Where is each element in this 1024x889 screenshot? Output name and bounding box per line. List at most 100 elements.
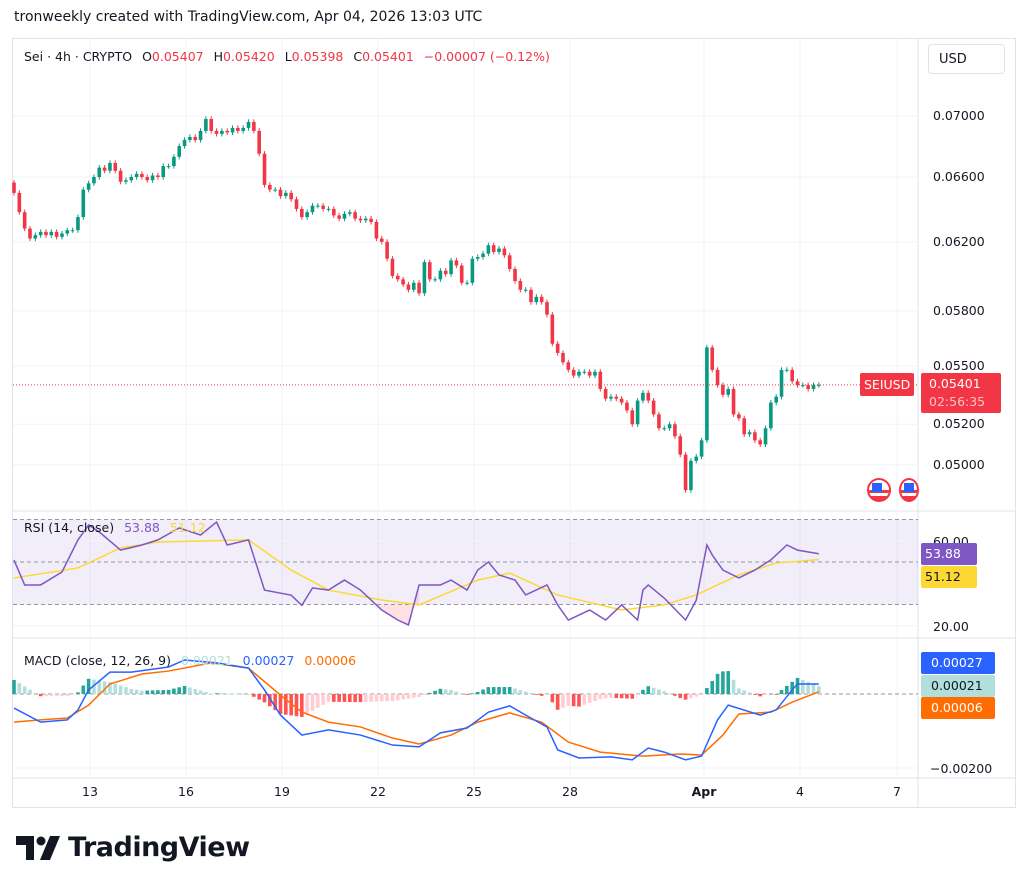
- tradingview-logo[interactable]: TradingView: [16, 832, 250, 863]
- candle-body: [257, 130, 261, 154]
- macd-histogram-bar: [582, 694, 587, 705]
- macd-histogram-bar: [817, 686, 821, 694]
- candle-body: [241, 127, 245, 131]
- candle-body: [774, 396, 778, 403]
- last-price: 0.05401: [929, 376, 981, 391]
- macd-histogram-bar: [241, 693, 245, 695]
- low-value: 0.05398: [291, 49, 344, 64]
- macd-signal-line: [13, 662, 820, 757]
- candle-body: [785, 369, 789, 371]
- macd-histogram-bar: [625, 694, 629, 699]
- macd-histogram-bar: [118, 685, 123, 694]
- macd-line-value: 0.00027: [242, 653, 295, 668]
- macd-histogram-bar: [156, 690, 160, 694]
- macd-histogram-bar: [454, 691, 459, 694]
- macd-histogram-bar: [92, 679, 96, 694]
- macd-histogram-bar: [593, 694, 597, 702]
- candle-body: [342, 213, 347, 219]
- symbol-legend: Sei · 4h · CRYPTO O0.05407 H0.05420 L0.0…: [24, 49, 556, 64]
- symbol-price-tag: SEIUSD: [860, 373, 915, 396]
- macd-histogram-bar: [379, 694, 384, 702]
- candle-body: [326, 208, 331, 210]
- macd-histogram-bar: [204, 691, 208, 694]
- macd-histogram-bar: [140, 690, 144, 694]
- candle-body: [614, 396, 619, 399]
- macd-histogram-bar: [609, 694, 613, 698]
- macd-histogram-bar: [150, 690, 155, 694]
- candle-body: [321, 205, 325, 209]
- candle-body: [523, 289, 528, 291]
- candle-body: [129, 177, 134, 181]
- macd-histogram-bar: [321, 694, 325, 705]
- macd-histogram-bar: [715, 673, 720, 694]
- macd-histogram-bar: [561, 694, 565, 708]
- rsi-oversold-fill: [376, 584, 420, 625]
- macd-histogram-bar: [28, 689, 32, 694]
- macd-histogram-bar: [76, 692, 80, 694]
- candle-body: [475, 257, 480, 259]
- macd-histogram-bar: [774, 694, 778, 695]
- macd-histogram-bar: [342, 694, 347, 702]
- macd-histogram-bar: [236, 693, 240, 695]
- macd-histogram-bar: [129, 688, 134, 694]
- candle-body: [411, 282, 416, 290]
- candle-body: [214, 130, 219, 134]
- macd-histogram-bar: [177, 687, 182, 694]
- macd-histogram-bar: [619, 694, 624, 699]
- macd-histogram-bar: [347, 694, 352, 703]
- price-axis-label: 0.07000: [933, 108, 985, 123]
- candle-body: [731, 388, 736, 415]
- rsi-ma-tag: 51.12: [921, 566, 977, 588]
- candle-body: [582, 371, 587, 373]
- candle-body: [550, 314, 555, 344]
- macd-histogram-bar: [294, 694, 299, 717]
- candle-body: [33, 235, 38, 239]
- candle-body: [545, 302, 549, 315]
- macd-histogram-bar: [198, 690, 203, 694]
- macd-histogram-bar: [353, 694, 357, 703]
- macd-title: MACD (close, 12, 26, 9): [24, 653, 171, 668]
- macd-histogram-bar: [401, 694, 405, 700]
- macd-histogram-bar: [246, 694, 251, 695]
- macd-histogram-bar: [406, 694, 411, 699]
- candle-body: [379, 238, 384, 242]
- currency-button[interactable]: USD: [928, 44, 1005, 74]
- macd-histogram-bar: [747, 692, 752, 694]
- macd-histogram-bar: [438, 688, 443, 694]
- macd-histogram-bar: [417, 694, 421, 697]
- candle-body: [486, 245, 491, 254]
- price-axis-label: 0.05500: [933, 358, 985, 374]
- rsi-value-tag: 53.88: [921, 543, 977, 565]
- candle-body: [97, 167, 102, 178]
- candle-body: [443, 270, 448, 275]
- brand-name: TradingView: [68, 832, 250, 863]
- macd-histogram-bar: [571, 694, 576, 707]
- candle-body: [166, 166, 171, 168]
- candle-body: [769, 402, 773, 429]
- rsi-line: [13, 520, 819, 626]
- candle-body: [54, 231, 59, 237]
- macd-histogram-bar: [545, 694, 549, 695]
- us-flag-event-icon[interactable]: [899, 478, 919, 502]
- macd-histogram-bar: [262, 694, 267, 703]
- candle-body: [726, 388, 731, 395]
- macd-histogram-bar: [486, 687, 491, 694]
- macd-histogram-bar: [363, 694, 368, 702]
- macd-histogram-bar: [470, 693, 475, 695]
- macd-histogram-bar: [369, 694, 373, 702]
- candle-body: [678, 436, 683, 455]
- macd-histogram-bar: [550, 694, 555, 703]
- macd-signal-tag: 0.00006: [921, 697, 995, 719]
- macd-histogram-bar: [753, 694, 757, 695]
- candle-body: [753, 432, 757, 441]
- candle-body: [491, 245, 496, 252]
- macd-histogram-bar: [465, 694, 469, 695]
- candle-body: [635, 400, 640, 425]
- macd-histogram-bar: [161, 690, 166, 694]
- candle-body: [28, 228, 32, 239]
- us-flag-event-icon[interactable]: [867, 478, 891, 502]
- candle-body: [667, 424, 672, 429]
- candle-body: [49, 231, 54, 236]
- candle-body: [332, 208, 336, 216]
